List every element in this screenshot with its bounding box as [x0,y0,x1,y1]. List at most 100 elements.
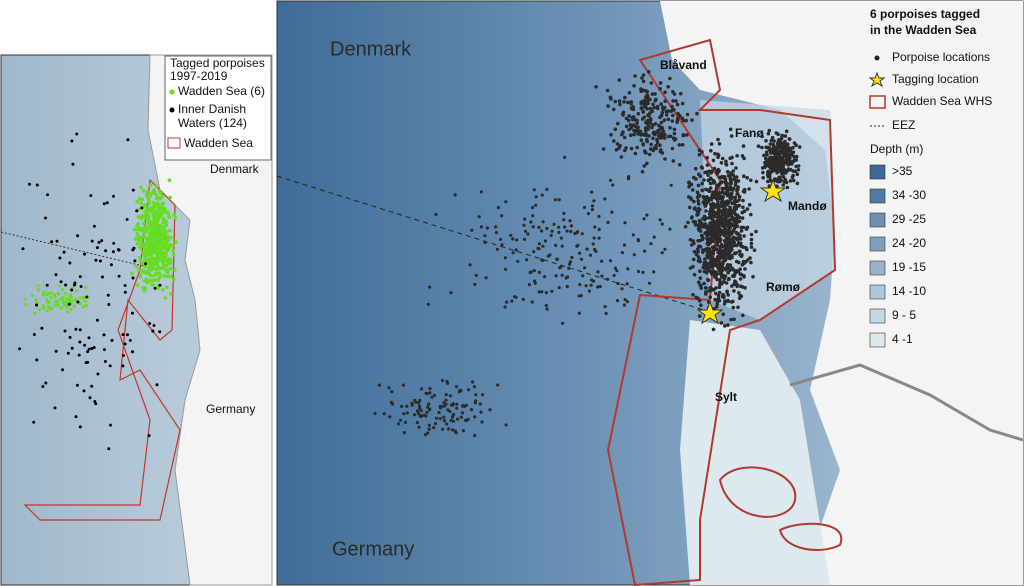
porpoise-point [781,175,786,179]
porpoise-point [150,237,154,241]
porpoise-point [660,251,664,255]
porpoise-point [442,419,446,423]
porpoise-point [90,239,94,243]
porpoise-point [635,121,639,125]
porpoise-point [614,148,619,152]
porpoise-point [78,275,82,279]
porpoise-point [720,295,725,299]
porpoise-point [156,205,161,210]
porpoise-point [645,106,649,111]
porpoise-point [617,99,622,103]
porpoise-point [726,277,731,282]
porpoise-point [672,92,677,96]
porpoise-point [601,147,606,151]
porpoise-point [700,188,705,193]
porpoise-point [727,219,732,223]
porpoise-point [427,423,431,427]
porpoise-point [696,296,700,301]
porpoise-point [732,243,737,248]
porpoise-point [716,152,720,157]
porpoise-point [149,268,154,272]
porpoise-point [768,147,773,152]
porpoise-point [716,137,720,142]
legend-item: Wadden Sea [184,136,253,150]
porpoise-point [636,111,641,116]
porpoise-point [92,224,96,228]
porpoise-point [583,266,587,270]
porpoise-point [709,235,714,240]
porpoise-point [597,236,601,240]
porpoise-point [152,215,157,219]
porpoise-point [373,411,377,416]
porpoise-point [788,179,793,183]
porpoise-point [791,150,796,154]
porpoise-point [92,346,96,349]
porpoise-point [666,134,671,139]
porpoise-point [734,221,738,226]
porpoise-point [742,234,746,238]
porpoise-point [754,229,758,234]
porpoise-point [541,244,545,248]
porpoise-point [163,296,168,300]
porpoise-point [728,156,732,161]
porpoise-point [751,275,755,279]
porpoise-point [731,169,736,173]
porpoise-point [23,297,27,301]
porpoise-point [663,90,667,95]
porpoise-point [704,225,709,230]
porpoise-point [668,76,672,81]
porpoise-point [730,215,735,220]
porpoise-point [451,402,455,406]
border [789,363,1024,442]
legend-title: Depth (m) [870,142,923,156]
porpoise-point [432,393,437,397]
porpoise-point [561,321,565,325]
porpoise-point [738,272,743,277]
porpoise-point [479,190,483,194]
legend-title: 6 porpoises tagged [870,7,980,21]
porpoise-point [695,190,700,195]
porpoise-point [716,250,720,255]
porpoise-point [655,106,660,111]
porpoise-point [654,146,658,151]
porpoise-point [62,300,66,304]
porpoise-point [720,190,725,195]
porpoise-point [104,249,108,253]
porpoise-point [511,251,515,255]
porpoise-point [691,188,695,192]
porpoise-point [172,277,176,282]
legend-item: Waters (124) [178,116,247,130]
porpoise-point [704,195,709,200]
porpoise-point [152,324,156,327]
porpoise-point [433,422,438,426]
porpoise-point [540,193,544,197]
porpoise-point [612,273,616,278]
porpoise-point [717,290,722,295]
porpoise-point [720,195,725,200]
porpoise-point [720,201,725,205]
porpoise-point [165,274,170,279]
porpoise-point [675,120,679,124]
porpoise-point [715,304,719,309]
porpoise-point [703,286,708,290]
porpoise-point [716,209,721,213]
porpoise-point [622,135,627,140]
porpoise-point [621,113,625,117]
porpoise-point [697,228,701,232]
porpoise-point [709,177,713,181]
porpoise-point [739,229,744,233]
porpoise-point [729,181,734,185]
porpoise-point [432,426,436,430]
porpoise-point [627,91,632,95]
porpoise-point [153,278,157,282]
porpoise-point [648,97,652,102]
porpoise-point [778,140,783,144]
porpoise-point [722,209,726,213]
porpoise-point [709,238,713,243]
depth-class: 34 -30 [892,188,926,202]
porpoise-point [483,234,487,238]
place-label: Germany [332,538,414,560]
porpoise-point [702,214,707,219]
porpoise-point [728,127,733,132]
porpoise-point [713,247,718,252]
